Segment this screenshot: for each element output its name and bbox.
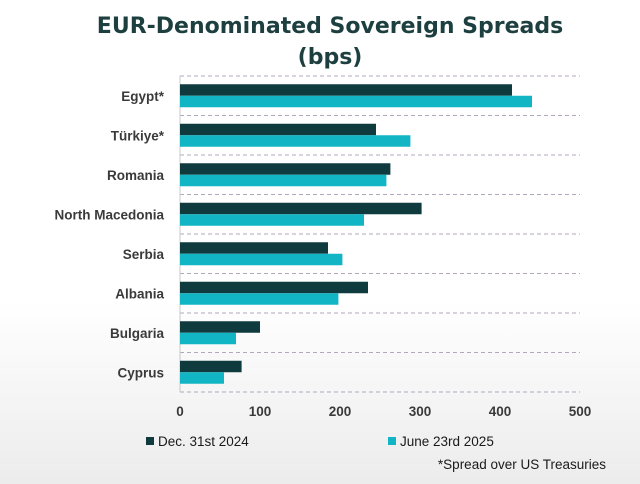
x-axis-ticks: 0 100 200 300 400 500 [176,404,591,419]
bar-jun-2025 [180,293,339,305]
category-label: Serbia [123,247,165,262]
category-labels: Egypt* Türkiye* Romania North Macedonia Serb… [54,89,164,381]
bar-jun-2025 [180,135,411,147]
category-label: North Macedonia [54,207,164,222]
bar-jun-2025 [180,332,236,345]
category-label: Türkiye* [111,128,165,143]
bar-jun-2025 [180,372,224,384]
bar-jun-2025 [180,174,387,187]
bar-jun-2025 [180,253,343,266]
bar-dec-2024 [180,123,376,136]
category-label: Egypt* [121,89,165,104]
bar-dec-2024 [180,321,260,333]
legend-label: Dec. 31st 2024 [158,434,249,449]
bar-dec-2024 [180,202,422,215]
chart-title: EUR-Denominated Sovereign Spreads [97,14,563,39]
x-tick-label: 0 [176,404,184,419]
legend-swatch [388,437,396,445]
category-label: Bulgaria [110,326,165,341]
bar-jun-2025 [180,95,532,108]
legend-label: June 23rd 2025 [400,434,494,449]
x-tick-label: 300 [409,404,432,419]
legend-swatch [146,437,154,445]
gridlines [179,75,580,393]
bar-dec-2024 [180,242,328,254]
bar-jun-2025 [180,214,364,226]
x-tick-label: 200 [329,404,352,419]
x-tick-label: 100 [249,404,272,419]
bar-dec-2024 [180,84,512,96]
category-label: Albania [115,286,164,301]
bar-dec-2024 [180,281,368,294]
bar-dec-2024 [180,360,242,373]
x-tick-label: 500 [569,404,592,419]
legend: Dec. 31st 2024 June 23rd 2025 [146,434,494,449]
bars [180,84,532,384]
chart-subtitle: (bps) [298,45,363,70]
footnote: *Spread over US Treasuries [438,457,606,472]
x-tick-label: 400 [489,404,512,419]
bar-dec-2024 [180,163,391,175]
category-label: Cyprus [117,365,164,380]
category-label: Romania [107,168,165,183]
